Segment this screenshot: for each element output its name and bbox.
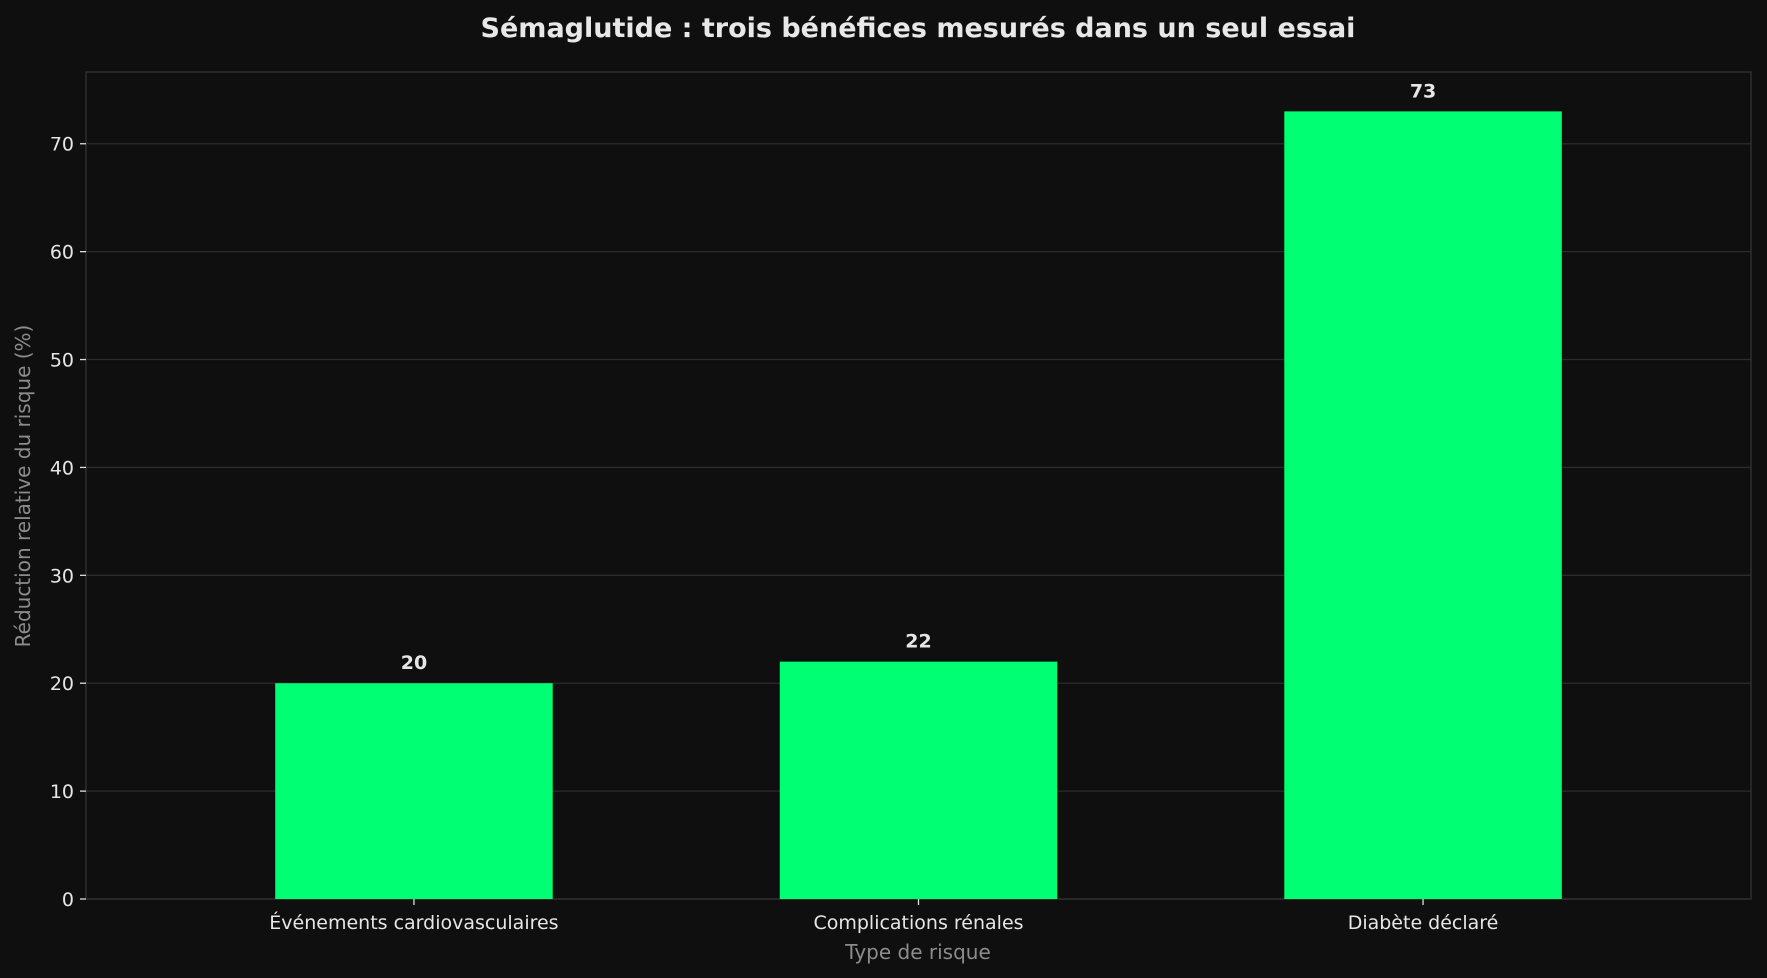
bars-layer: 20 22 73 [275,80,1562,899]
y-tick-label: 0 [62,889,74,911]
y-tick-label: 40 [50,457,74,479]
ticks-layer: 0 10 20 30 40 50 60 70 Événements cardiovasculai… [50,134,1499,934]
bar [275,683,553,899]
chart-title: Sémaglutide : trois bénéfices mesurés da… [481,13,1356,44]
y-tick-label: 10 [50,781,74,803]
y-axis-label: Réduction relative du risque (%) [11,325,35,648]
bar [779,661,1058,899]
x-tick-label: Diabète déclaré [1348,912,1499,934]
bar-value-label: 20 [401,652,427,674]
y-tick-label: 20 [50,673,74,695]
y-tick-label: 30 [50,565,74,587]
bar-value-label: 73 [1410,80,1436,102]
bar-value-label: 22 [905,631,931,653]
x-tick-label: Complications rénales [813,912,1023,934]
y-tick-label: 60 [50,242,74,264]
bar [1284,111,1562,899]
y-tick-label: 70 [50,134,74,156]
y-tick-label: 50 [50,350,74,372]
x-axis-label: Type de risque [844,940,991,964]
x-tick-label: Événements cardiovasculaires [269,911,558,934]
